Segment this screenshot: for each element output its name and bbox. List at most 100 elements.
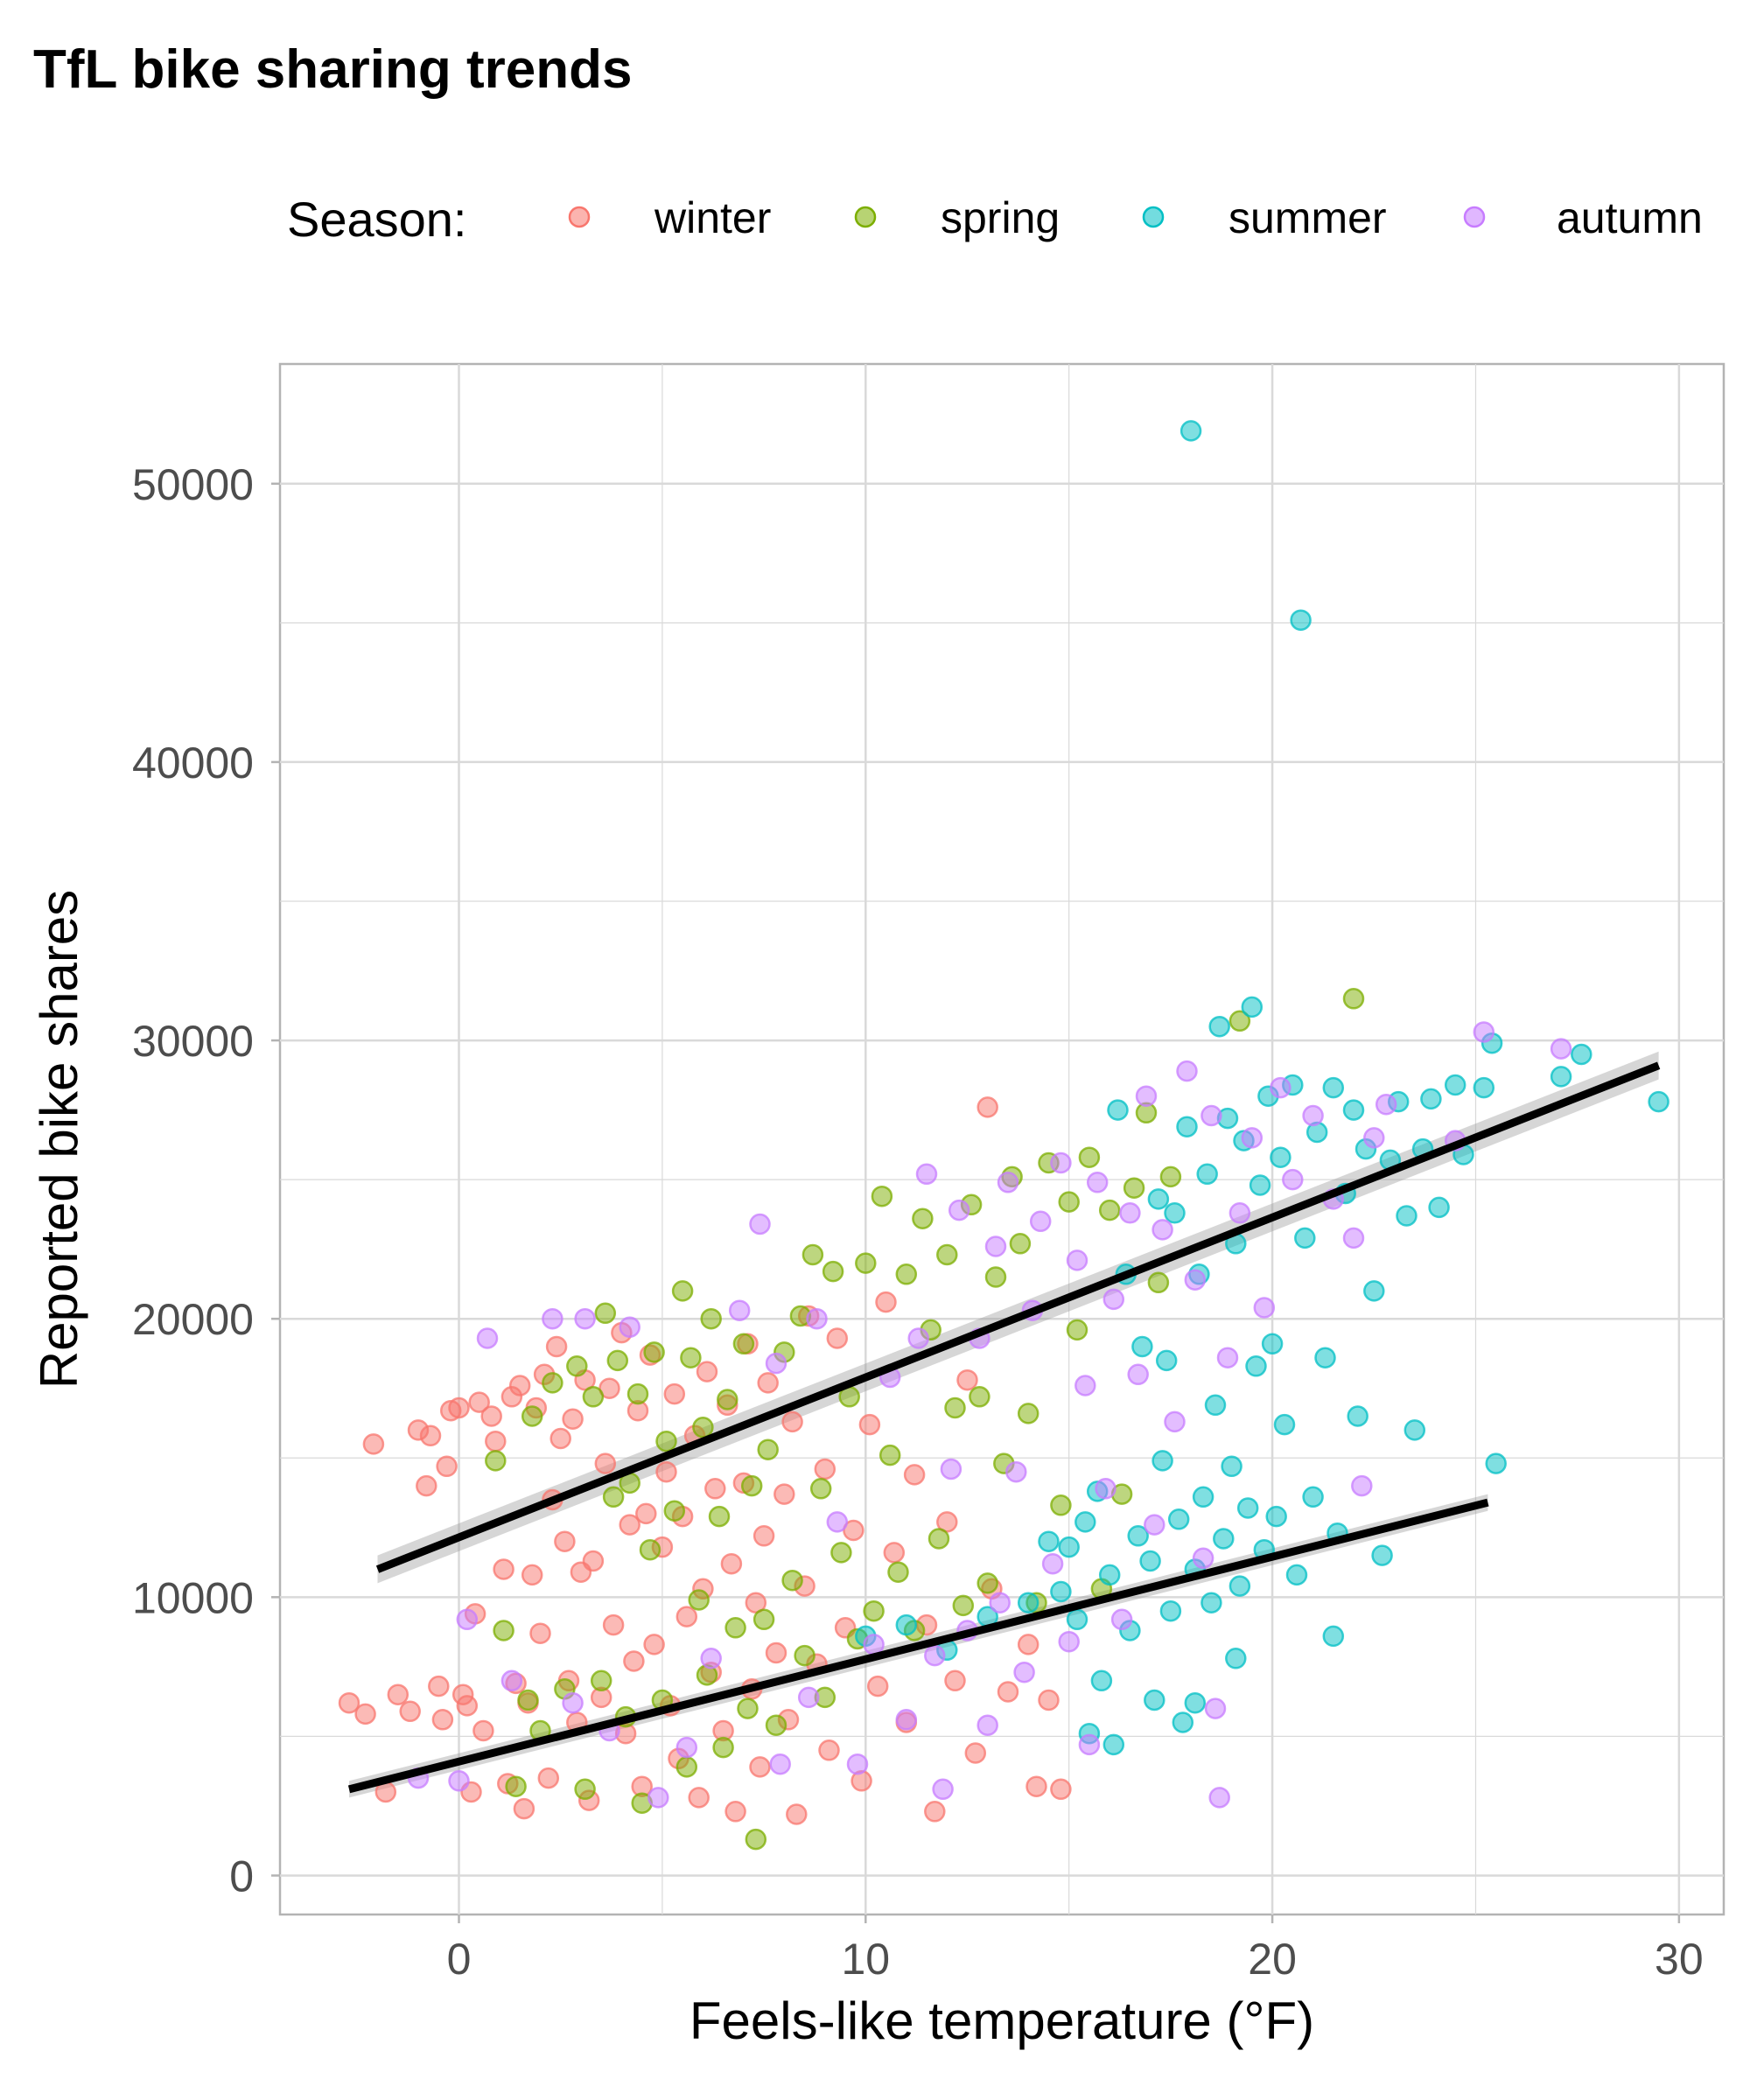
point-winter bbox=[362, 1433, 385, 1455]
point-winter bbox=[513, 1797, 536, 1820]
point-autumn bbox=[797, 1686, 820, 1709]
point-summer bbox=[1058, 1536, 1080, 1558]
point-autumn bbox=[1029, 1210, 1052, 1233]
point-spring bbox=[752, 1608, 775, 1631]
point-autumn bbox=[1058, 1630, 1080, 1653]
point-summer bbox=[1176, 1116, 1198, 1138]
chart-title: TfL bike sharing trends bbox=[33, 39, 632, 100]
point-summer bbox=[1473, 1076, 1495, 1099]
point-winter bbox=[1017, 1634, 1040, 1656]
point-spring bbox=[855, 1252, 877, 1274]
point-spring bbox=[574, 1778, 596, 1801]
point-spring bbox=[1228, 1010, 1251, 1032]
point-spring bbox=[542, 1372, 564, 1394]
point-autumn bbox=[976, 1714, 998, 1736]
point-autumn bbox=[619, 1316, 640, 1338]
point-winter bbox=[997, 1681, 1019, 1703]
point-spring bbox=[566, 1355, 588, 1377]
point-autumn bbox=[1013, 1661, 1035, 1684]
point-spring bbox=[936, 1243, 958, 1266]
point-summer bbox=[1139, 1550, 1161, 1572]
point-spring bbox=[671, 1280, 694, 1302]
legend-key-summer bbox=[1142, 206, 1165, 228]
trend-line-2 bbox=[347, 1498, 1489, 1794]
point-summer bbox=[1261, 1333, 1284, 1355]
point-autumn bbox=[1302, 1104, 1324, 1127]
point-autumn bbox=[1550, 1038, 1572, 1060]
point-winter bbox=[468, 1391, 490, 1413]
point-spring bbox=[740, 1474, 763, 1497]
point-winter bbox=[635, 1502, 657, 1525]
point-autumn bbox=[806, 1307, 828, 1330]
point-winter bbox=[786, 1803, 808, 1825]
point-spring bbox=[887, 1561, 909, 1583]
legend-key-spring bbox=[854, 206, 877, 228]
point-spring bbox=[944, 1396, 966, 1419]
point-winter bbox=[493, 1558, 514, 1580]
point-winter bbox=[537, 1767, 560, 1789]
point-spring bbox=[606, 1349, 629, 1372]
point-summer bbox=[1074, 1511, 1096, 1533]
point-summer bbox=[1038, 1530, 1060, 1552]
point-summer bbox=[1196, 1163, 1218, 1186]
point-autumn bbox=[765, 1352, 788, 1375]
point-spring bbox=[712, 1736, 734, 1759]
point-autumn bbox=[1375, 1093, 1397, 1116]
point-winter bbox=[826, 1327, 849, 1349]
point-summer bbox=[1204, 1394, 1227, 1417]
point-summer bbox=[1225, 1648, 1247, 1670]
point-summer bbox=[1648, 1090, 1670, 1113]
point-summer bbox=[1127, 1525, 1149, 1547]
point-autumn bbox=[1102, 1288, 1125, 1311]
point-winter bbox=[602, 1614, 625, 1636]
point-autumn bbox=[1144, 1514, 1166, 1536]
point-summer bbox=[1420, 1088, 1442, 1110]
point-winter bbox=[643, 1634, 665, 1656]
point-autumn bbox=[948, 1199, 970, 1222]
point-spring bbox=[724, 1617, 746, 1639]
point-winter bbox=[663, 1382, 686, 1405]
point-winter bbox=[436, 1455, 458, 1478]
point-autumn bbox=[1041, 1552, 1064, 1575]
point-autumn bbox=[1342, 1227, 1365, 1250]
point-spring bbox=[928, 1528, 950, 1550]
legend-label-winter: winter bbox=[654, 193, 771, 242]
point-winter bbox=[582, 1550, 605, 1572]
point-spring bbox=[688, 1589, 710, 1611]
point-summer bbox=[1404, 1419, 1426, 1441]
point-autumn bbox=[1282, 1168, 1304, 1191]
point-autumn bbox=[863, 1634, 885, 1656]
point-summer bbox=[1285, 1564, 1308, 1586]
point-summer bbox=[1294, 1227, 1316, 1250]
point-autumn bbox=[1127, 1363, 1149, 1386]
point-summer bbox=[1236, 1497, 1259, 1519]
point-spring bbox=[765, 1714, 788, 1736]
y-tick-label: 20000 bbox=[132, 1295, 254, 1344]
point-winter bbox=[696, 1361, 718, 1382]
point-summer bbox=[1102, 1733, 1125, 1756]
point-spring bbox=[984, 1266, 1007, 1288]
point-winter bbox=[720, 1552, 743, 1575]
point-winter bbox=[472, 1719, 494, 1742]
trend-line-1 bbox=[375, 1061, 1661, 1573]
point-autumn bbox=[648, 1787, 669, 1809]
y-tick-label: 50000 bbox=[132, 460, 254, 509]
point-spring bbox=[643, 1341, 665, 1363]
point-autumn bbox=[932, 1778, 954, 1801]
point-spring bbox=[1147, 1271, 1170, 1294]
point-winter bbox=[924, 1801, 946, 1823]
point-autumn bbox=[1176, 1060, 1198, 1082]
point-winter bbox=[903, 1464, 926, 1486]
point-summer bbox=[1485, 1452, 1507, 1474]
point-winter bbox=[508, 1375, 531, 1396]
point-spring bbox=[493, 1620, 514, 1642]
point-autumn bbox=[1473, 1021, 1495, 1043]
point-winter bbox=[875, 1291, 897, 1313]
point-summer bbox=[1147, 1188, 1170, 1210]
point-autumn bbox=[676, 1736, 698, 1759]
point-autumn bbox=[924, 1644, 946, 1667]
fit-lines bbox=[347, 1061, 1661, 1794]
point-winter bbox=[545, 1335, 568, 1358]
point-autumn bbox=[1270, 1076, 1292, 1099]
point-winter bbox=[619, 1514, 640, 1536]
